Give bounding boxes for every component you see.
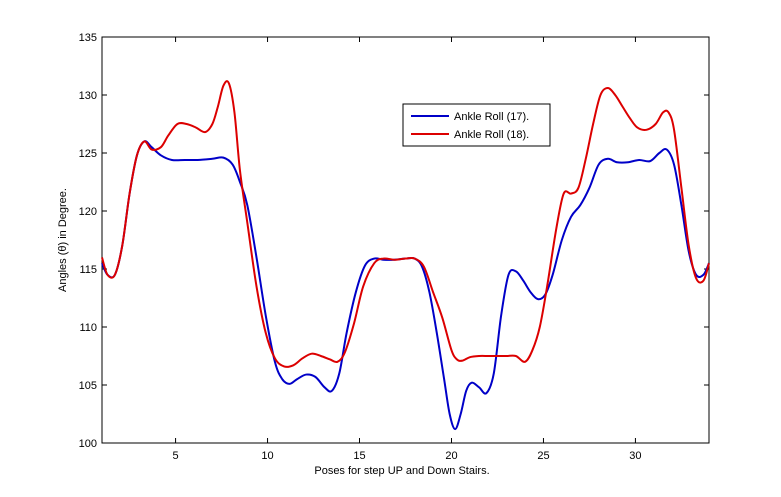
y-tick-label-130: 130 — [79, 90, 97, 102]
x-tick-label-15: 15 — [353, 450, 365, 462]
x-tick-label-5: 5 — [173, 450, 179, 462]
legend: Ankle Roll (17). Ankle Roll (18). — [402, 103, 551, 147]
y-tick-label-120: 120 — [79, 206, 97, 218]
series-line-ankle-roll-18 — [101, 80, 710, 368]
x-axis-label: Poses for step UP and Down Stairs. — [314, 465, 489, 477]
series-line-ankle-roll-17 — [101, 140, 710, 431]
y-axis-label: Angles (θ) in Degree. — [57, 188, 69, 292]
legend-box — [402, 103, 551, 147]
y-tick-label-105: 105 — [79, 380, 97, 392]
x-tick-label-30: 30 — [629, 450, 641, 462]
y-tick-label-115: 115 — [79, 264, 97, 276]
legend-entry-ankle-roll-18: Ankle Roll (18). — [454, 129, 529, 141]
data-series — [101, 80, 710, 431]
axis-tick-labels: 5 10 15 20 25 30 100 105 110 115 120 125 130 135 — [79, 32, 642, 462]
legend-entry-ankle-roll-17: Ankle Roll (17). — [454, 111, 529, 123]
y-tick-label-100: 100 — [79, 438, 97, 450]
y-tick-label-110: 110 — [79, 322, 97, 334]
x-tick-label-20: 20 — [445, 450, 457, 462]
y-tick-label-135: 135 — [79, 32, 97, 44]
y-tick-label-125: 125 — [79, 148, 97, 160]
x-tick-label-25: 25 — [537, 450, 549, 462]
x-tick-label-10: 10 — [261, 450, 273, 462]
